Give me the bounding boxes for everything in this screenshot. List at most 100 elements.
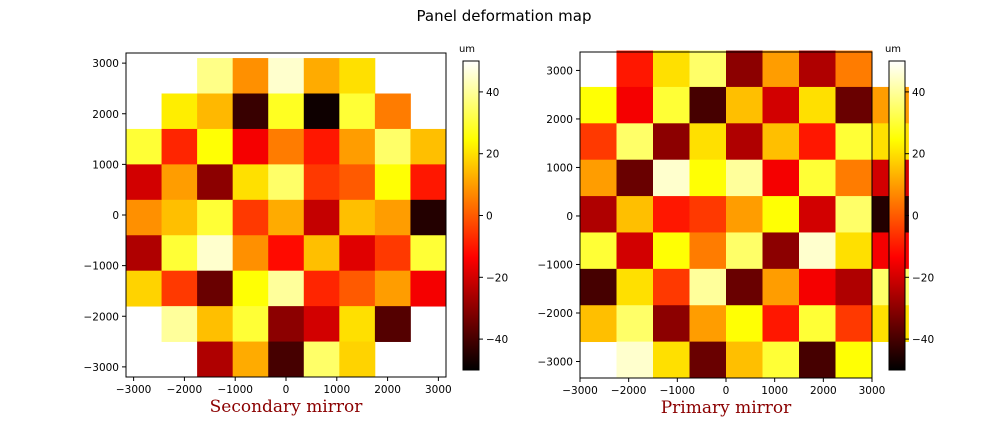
panel-cell [580, 196, 617, 233]
x-tick-label: 1000 [761, 385, 788, 397]
panel-cell [374, 270, 411, 307]
x-tick-label: 0 [723, 385, 730, 397]
panel-cell [232, 235, 269, 272]
panel-cell [835, 196, 873, 233]
y-tick-label: −3000 [83, 362, 119, 374]
panel-cell [232, 164, 269, 201]
panel-cell [232, 306, 269, 342]
colorbar-tick-label: 40 [912, 87, 925, 99]
panel-cell [232, 93, 269, 130]
panel-cell [161, 235, 198, 272]
panel-cell [616, 232, 654, 270]
panel-cell [339, 341, 376, 378]
primary-colorbar-ticks: 40 20 0 −20 −40 [905, 87, 934, 346]
secondary-x-axis-label: Secondary mirror [210, 397, 364, 417]
panel-cell [374, 93, 411, 130]
x-tick-label: 3000 [859, 385, 886, 397]
panel-cell [762, 232, 800, 270]
panel-cell [835, 159, 873, 197]
panel-cell [161, 306, 198, 342]
x-tick-label: −2000 [167, 384, 203, 396]
panel-cell [835, 341, 873, 379]
panel-cell [835, 232, 873, 270]
panel-cell [762, 86, 800, 124]
panel-cell [268, 341, 305, 378]
panel-cell [653, 123, 690, 161]
panel-cell [835, 50, 873, 88]
panel-cell [580, 123, 617, 161]
panel-cell [616, 50, 654, 88]
secondary-mirror-chart: −3000 −2000 −1000 0 1000 2000 3000 −3000−2000−… [83, 44, 508, 417]
panel-cell [726, 123, 763, 161]
panel-cell [197, 270, 234, 307]
panel-cell [339, 306, 376, 342]
panel-cell [799, 341, 836, 379]
panel-cell [303, 164, 340, 201]
x-tick-label: −3000 [562, 385, 598, 397]
secondary-colorbar-unit: um [459, 44, 475, 55]
panel-cell [580, 86, 617, 124]
panel-cell [161, 93, 198, 130]
panel-cell [197, 235, 234, 272]
panel-cell [689, 196, 727, 233]
y-tick-label: 2000 [92, 109, 119, 121]
panel-cell [835, 86, 873, 124]
x-tick-label: 3000 [425, 384, 452, 396]
panel-cell [339, 93, 376, 130]
panel-cell [161, 164, 198, 201]
panel-cell [653, 50, 690, 88]
y-tick-label: 1000 [92, 159, 119, 171]
x-tick-label: 2000 [810, 385, 837, 397]
panel-cell [689, 268, 727, 306]
panel-cell [339, 128, 376, 165]
panel-cell [616, 86, 654, 124]
y-tick-label: 0 [112, 210, 119, 222]
panel-cell [616, 305, 654, 343]
panel-cell [726, 232, 763, 270]
panel-cell [268, 93, 305, 130]
panel-cell [126, 199, 162, 236]
y-tick-label: 3000 [546, 65, 573, 77]
secondary-colorbar-ticks: 40 20 0 −20 −40 [479, 87, 508, 346]
panel-cell [410, 164, 447, 201]
y-tick-label: −2000 [83, 311, 119, 323]
panel-cell [303, 199, 340, 236]
colorbar-tick-label: 20 [486, 149, 499, 161]
panel-cell [580, 232, 617, 270]
panel-cell [410, 270, 447, 307]
panel-cell [339, 164, 376, 201]
panel-cell [799, 86, 836, 124]
panel-cell [268, 58, 305, 94]
colorbar-tick-label: 20 [912, 149, 925, 161]
panel-cell [232, 199, 269, 236]
panel-cell [374, 164, 411, 201]
panel-cell [616, 123, 654, 161]
panel-cell [653, 232, 690, 270]
panel-cell [232, 58, 269, 94]
primary-colorbar-gradient [888, 60, 906, 371]
panel-cell [232, 341, 269, 378]
panel-cell [303, 58, 340, 94]
panel-cell [303, 235, 340, 272]
panel-cell [835, 305, 873, 343]
x-tick-label: −3000 [116, 384, 152, 396]
colorbar-tick-label: 0 [486, 211, 493, 223]
y-tick-label: 3000 [92, 58, 119, 70]
panel-cell [616, 341, 654, 379]
panel-cell [762, 341, 800, 379]
primary-heatmap-cells [580, 50, 909, 379]
panel-cell [762, 268, 800, 306]
panel-cell [197, 306, 234, 342]
panel-cell [835, 123, 873, 161]
panel-cell [726, 86, 763, 124]
panel-cell [580, 159, 617, 197]
panel-cell [762, 159, 800, 197]
colorbar-tick-label: −20 [486, 272, 508, 284]
x-tick-label: 0 [283, 384, 290, 396]
colorbar-tick-label: 40 [486, 87, 499, 99]
panel-cell [799, 196, 836, 233]
secondary-heatmap-cells [126, 58, 447, 378]
panel-cell [580, 268, 617, 306]
panel-cell [799, 123, 836, 161]
